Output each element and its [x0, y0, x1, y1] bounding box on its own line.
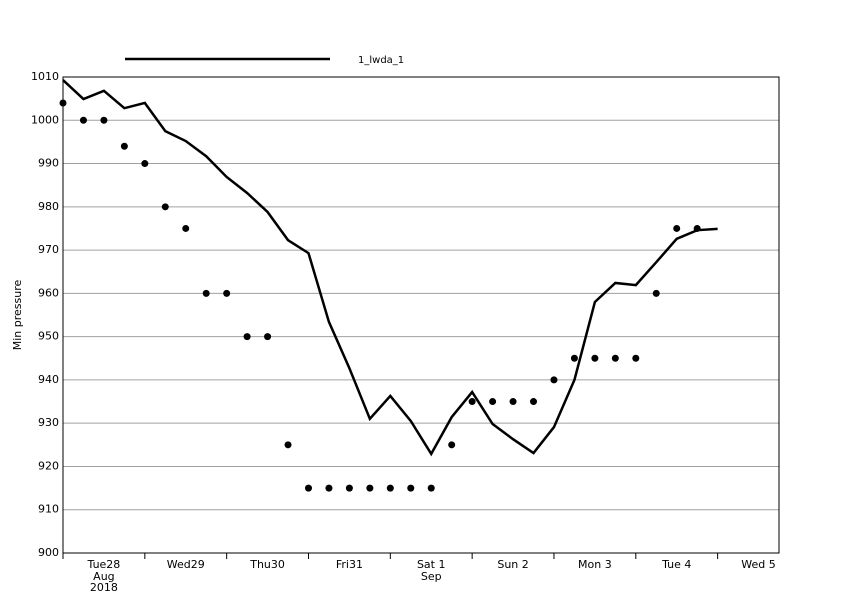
dot — [550, 376, 558, 384]
y-tick-label: 920 — [38, 459, 59, 472]
x-tick-sublabel: Sep — [421, 570, 442, 583]
legend-label: 1_lwda_1 — [358, 55, 404, 66]
y-tick-label: 940 — [38, 373, 59, 386]
dot — [79, 116, 87, 124]
dot — [304, 484, 312, 492]
dot — [591, 354, 599, 362]
dot — [448, 441, 456, 449]
line — [62, 79, 718, 457]
dot — [509, 398, 517, 406]
x-tick-label: Fri31 — [336, 558, 363, 571]
dot — [284, 441, 292, 449]
dot — [182, 224, 190, 232]
dot — [489, 398, 497, 406]
y-tick-label: 990 — [38, 157, 59, 170]
y-tick-label: 900 — [38, 546, 59, 559]
y-tick-label: 960 — [38, 286, 59, 299]
dot — [59, 99, 67, 107]
dot — [202, 289, 210, 297]
dot — [120, 142, 128, 150]
x-tick-sublabel: 2018 — [90, 581, 118, 594]
y-axis-label: Min pressure — [11, 280, 24, 351]
dot — [366, 484, 374, 492]
dot — [693, 224, 701, 232]
y-tick-label: 930 — [38, 416, 59, 429]
x-tick-label: Mon 3 — [578, 558, 612, 571]
dot — [264, 333, 272, 341]
dot — [223, 289, 231, 297]
dot — [407, 484, 415, 492]
dot — [468, 398, 476, 406]
dot — [530, 398, 538, 406]
x-tick-label: Wed29 — [167, 558, 205, 571]
x-tick-label: Tue28 — [87, 558, 121, 571]
x-tick-label: Thu30 — [249, 558, 285, 571]
x-tick-label: Sat 1 — [417, 558, 446, 571]
dot — [100, 116, 108, 124]
dot — [611, 354, 619, 362]
x-tick-label: Tue 4 — [661, 558, 691, 571]
plot-frame — [62, 76, 780, 554]
y-tick-label: 1010 — [31, 70, 59, 83]
dot — [243, 333, 251, 341]
dot — [141, 160, 149, 168]
y-tick-label: 950 — [38, 330, 59, 343]
dot — [386, 484, 394, 492]
y-tick-label: 910 — [38, 503, 59, 516]
dot — [325, 484, 333, 492]
dot — [652, 289, 660, 297]
dot — [673, 224, 681, 232]
dot — [632, 354, 640, 362]
dot — [570, 354, 578, 362]
x-tick-label: Wed 5 — [741, 558, 775, 571]
dot — [161, 203, 169, 211]
y-tick-label: 970 — [38, 243, 59, 256]
dot — [427, 484, 435, 492]
y-tick-label: 1000 — [31, 113, 59, 126]
y-tick-label: 980 — [38, 200, 59, 213]
x-tick-label: Sun 2 — [497, 558, 528, 571]
dot — [345, 484, 353, 492]
x-tick-sublabel: Aug — [93, 570, 114, 583]
